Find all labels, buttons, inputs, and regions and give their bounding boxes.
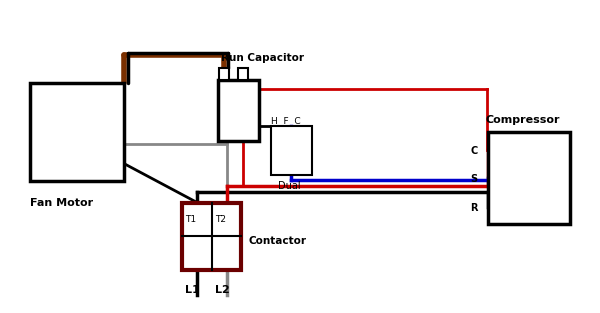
- Text: L2: L2: [215, 285, 230, 295]
- Bar: [238, 68, 248, 80]
- Text: T1: T1: [185, 215, 196, 224]
- Text: Dual: Dual: [278, 181, 300, 191]
- Text: T2: T2: [215, 215, 226, 224]
- Text: C: C: [470, 146, 478, 156]
- Text: H  F  C: H F C: [271, 117, 301, 126]
- Bar: [488, 132, 571, 224]
- Bar: [29, 83, 124, 181]
- Text: Compressor: Compressor: [485, 115, 560, 125]
- Text: R: R: [470, 203, 478, 213]
- Text: Run Capacitor: Run Capacitor: [221, 54, 304, 64]
- Text: L1: L1: [185, 285, 200, 295]
- Text: Fan Motor: Fan Motor: [29, 198, 92, 208]
- Text: S: S: [470, 174, 478, 184]
- Bar: [182, 203, 241, 270]
- Bar: [271, 126, 312, 175]
- Text: Contactor: Contactor: [248, 236, 306, 246]
- Bar: [219, 68, 229, 80]
- Bar: [218, 80, 259, 141]
